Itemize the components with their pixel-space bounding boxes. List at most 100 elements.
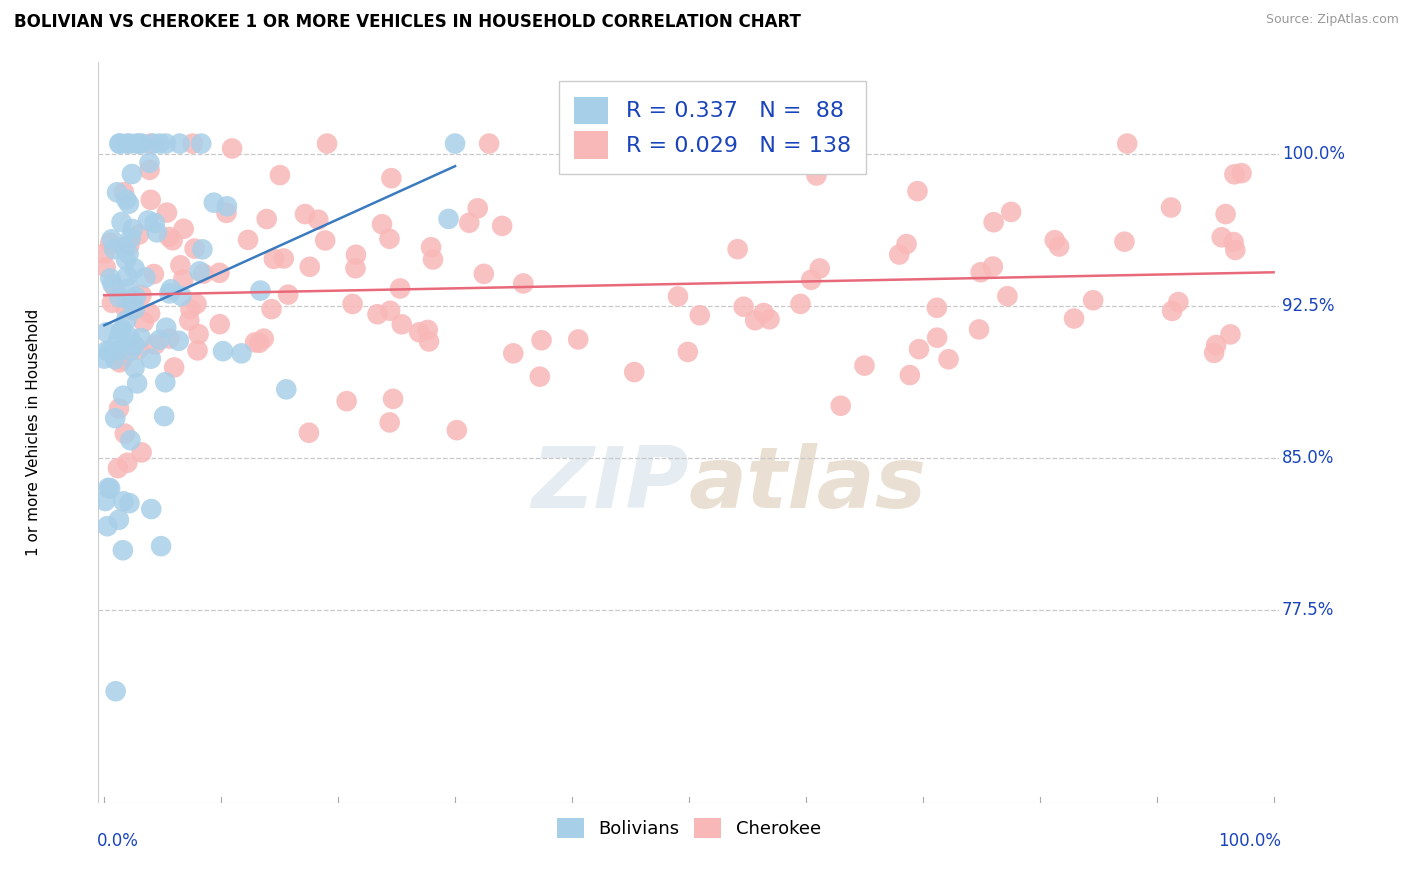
- Point: [93, 246, 115, 260]
- Point: [186, 343, 208, 358]
- Point: [169, 258, 191, 272]
- Point: [124, 360, 146, 375]
- Point: [1043, 233, 1066, 247]
- Point: [512, 277, 534, 291]
- Point: [1116, 136, 1139, 151]
- Point: [202, 195, 225, 210]
- Point: [1225, 243, 1247, 257]
- Point: [263, 252, 285, 266]
- Point: [997, 289, 1019, 303]
- Point: [190, 136, 212, 151]
- Point: [121, 303, 143, 318]
- Point: [437, 211, 460, 226]
- Point: [1160, 201, 1182, 215]
- Legend: Bolivians, Cherokee: Bolivians, Cherokee: [550, 811, 828, 846]
- Point: [124, 302, 146, 317]
- Point: [104, 280, 127, 294]
- Point: [108, 136, 131, 151]
- Point: [115, 252, 138, 267]
- Point: [169, 136, 191, 151]
- Text: 85.0%: 85.0%: [1282, 449, 1334, 467]
- Point: [148, 333, 170, 347]
- Point: [294, 207, 316, 221]
- Point: [380, 171, 402, 186]
- Text: ZIP: ZIP: [531, 443, 689, 526]
- Point: [115, 313, 138, 327]
- Point: [132, 315, 155, 329]
- Point: [155, 320, 177, 334]
- Text: 1 or more Vehicles in Household: 1 or more Vehicles in Household: [25, 309, 41, 557]
- Point: [127, 376, 149, 391]
- Point: [983, 215, 1005, 229]
- Point: [93, 351, 115, 366]
- Point: [1205, 338, 1227, 352]
- Point: [907, 184, 929, 198]
- Point: [1063, 311, 1085, 326]
- Point: [925, 301, 948, 315]
- Point: [128, 227, 150, 242]
- Point: [108, 401, 131, 416]
- Point: [269, 168, 291, 182]
- Point: [97, 481, 120, 495]
- Point: [969, 265, 991, 279]
- Point: [446, 423, 468, 437]
- Point: [623, 365, 645, 379]
- Point: [143, 216, 166, 230]
- Point: [938, 352, 960, 367]
- Point: [120, 343, 142, 358]
- Point: [134, 270, 156, 285]
- Point: [212, 344, 235, 359]
- Point: [98, 343, 121, 358]
- Point: [187, 327, 209, 342]
- Point: [112, 494, 135, 508]
- Text: 92.5%: 92.5%: [1282, 297, 1334, 315]
- Point: [117, 247, 139, 261]
- Point: [108, 290, 131, 304]
- Point: [273, 252, 295, 266]
- Point: [104, 684, 127, 698]
- Point: [136, 213, 159, 227]
- Point: [155, 136, 177, 151]
- Point: [114, 301, 136, 316]
- Point: [108, 513, 131, 527]
- Point: [215, 199, 238, 213]
- Point: [208, 317, 231, 331]
- Point: [727, 242, 749, 256]
- Point: [121, 293, 143, 307]
- Point: [121, 167, 143, 181]
- Point: [96, 343, 118, 358]
- Point: [231, 346, 253, 360]
- Point: [733, 300, 755, 314]
- Point: [117, 456, 139, 470]
- Point: [96, 519, 118, 533]
- Point: [193, 267, 215, 281]
- Point: [108, 136, 131, 151]
- Point: [118, 330, 141, 344]
- Point: [138, 162, 160, 177]
- Point: [128, 136, 150, 151]
- Point: [111, 543, 134, 558]
- Point: [830, 399, 852, 413]
- Point: [142, 136, 165, 151]
- Point: [111, 352, 134, 367]
- Point: [110, 325, 132, 339]
- Point: [98, 235, 121, 250]
- Point: [744, 313, 766, 327]
- Point: [139, 306, 162, 320]
- Point: [298, 425, 321, 440]
- Point: [758, 312, 780, 326]
- Point: [139, 136, 162, 151]
- Point: [472, 267, 495, 281]
- Point: [800, 273, 823, 287]
- Point: [1114, 235, 1136, 249]
- Point: [366, 307, 388, 321]
- Point: [853, 359, 876, 373]
- Point: [789, 297, 811, 311]
- Point: [105, 186, 128, 200]
- Point: [127, 343, 149, 357]
- Point: [103, 242, 125, 256]
- Point: [115, 193, 138, 207]
- Point: [118, 136, 141, 151]
- Point: [156, 205, 179, 219]
- Point: [307, 212, 329, 227]
